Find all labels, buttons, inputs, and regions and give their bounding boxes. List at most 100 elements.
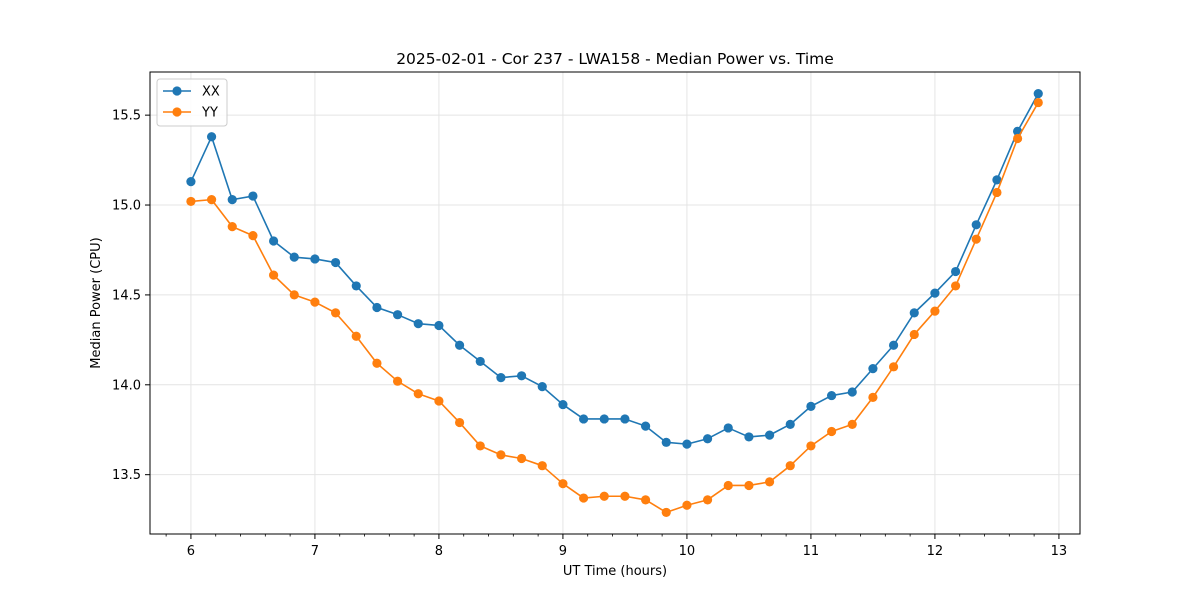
data-point-xx [330,257,341,268]
data-point-xx [599,414,609,424]
data-point-yy [744,480,754,491]
data-point-xx [516,371,527,381]
data-point-yy [1033,97,1043,108]
data-point-yy [930,306,940,316]
data-point-yy [640,495,651,505]
y-tick-label: 15.5 [112,109,141,124]
data-point-xx [950,266,961,277]
y-tick-label: 15.0 [112,199,141,214]
data-point-xx [578,414,589,424]
data-point-xx [930,288,940,298]
x-axis-label: UT Time (hours) [563,564,667,579]
plot-area-frame [149,71,1081,535]
legend-marker-xx [172,86,182,96]
data-point-yy [578,493,589,503]
data-point-xx [723,423,733,433]
data-point-yy [558,479,568,489]
data-point-yy [764,477,775,487]
data-point-xx [186,177,196,187]
data-point-yy [537,461,547,471]
data-point-xx [640,421,651,431]
data-point-yy [1012,133,1023,144]
data-point-xx [971,220,981,230]
data-point-xx [764,430,775,440]
data-point-xx [392,310,403,320]
y-tick-label: 13.5 [112,468,141,483]
data-point-yy [661,507,671,518]
data-point-xx [248,191,258,201]
data-point-yy [620,491,630,501]
data-point-xx [558,399,568,410]
x-tick-label: 12 [927,544,944,559]
data-point-yy [785,461,795,471]
data-point-yy [516,453,527,464]
data-point-yy [909,329,919,340]
data-point-xx [1033,88,1043,99]
x-tick-label: 9 [559,544,567,559]
x-tick-label: 6 [187,544,195,559]
data-point-yy [413,389,423,399]
data-point-yy [847,419,857,429]
data-point-xx [620,414,630,424]
data-point-xx [413,319,423,329]
legend-marker-yy [172,107,182,117]
data-point-yy [496,450,506,460]
data-point-yy [806,441,816,451]
data-point-xx [454,340,465,350]
data-point-xx [537,381,547,392]
data-point-xx [227,195,237,205]
data-point-xx [475,356,485,367]
data-point-yy [434,396,444,406]
y-axis-label: Median Power (CPU) [89,237,104,368]
data-point-xx [682,439,692,449]
y-tick-label: 14.5 [112,288,141,303]
data-point-yy [599,491,609,501]
y-axis: 13.5 14.0 14.5 15.0 15.5 [112,109,150,483]
legend-label-xx: XX [202,85,220,100]
grid [150,72,1080,534]
data-point-xx [888,340,899,350]
data-point-xx [661,437,671,447]
data-point-yy [268,270,279,280]
x-tick-label: 10 [679,544,696,559]
data-point-yy [248,230,258,241]
data-point-xx [351,281,361,291]
data-point-xx [702,434,713,444]
data-point-yy [310,297,320,307]
x-tick-label: 13 [1051,544,1068,559]
data-point-xx [785,419,795,429]
data-point-xx [372,302,382,313]
data-point-yy [971,234,981,244]
data-point-yy [475,441,485,451]
legend: XX YY [156,78,228,127]
data-point-yy [992,187,1002,198]
data-point-yy [351,331,361,341]
y-tick-label: 14.0 [112,378,141,393]
data-point-yy [702,495,713,505]
data-point-yy [888,362,899,372]
data-point-yy [330,308,341,318]
data-point-xx [206,132,217,142]
data-point-yy [868,392,878,402]
x-tick-label: 8 [435,544,443,559]
data-point-xx [806,401,816,411]
legend-label-yy: YY [201,106,218,121]
data-point-xx [268,236,279,246]
x-tick-label: 7 [311,544,319,559]
x-tick-label: 11 [803,544,820,559]
data-point-yy [950,281,961,291]
data-point-xx [826,390,837,401]
data-point-xx [310,254,320,264]
data-point-yy [392,376,403,386]
data-point-yy [682,500,692,510]
data-point-yy [723,480,733,491]
chart-title: 2025-02-01 - Cor 237 - LWA158 - Median P… [396,50,834,68]
data-point-xx [992,175,1002,185]
series-layer [186,88,1043,518]
data-point-xx [847,387,857,397]
data-point-xx [289,252,299,262]
x-axis: 6 7 8 9 10 11 12 13 [165,534,1068,559]
data-point-yy [372,358,382,368]
data-point-xx [868,364,878,374]
